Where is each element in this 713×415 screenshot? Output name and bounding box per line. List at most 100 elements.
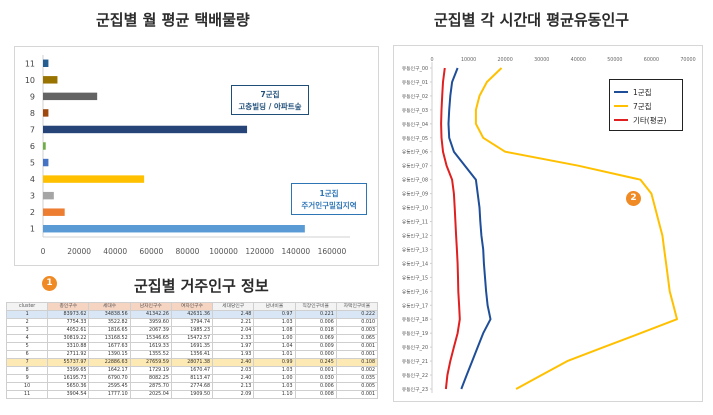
bar-x-tick-label: 120000: [245, 247, 274, 256]
table-row: 6 2711.92 1390.15 1355.52 1356.41 1.93 1.01 0.0…: [5, 350, 379, 359]
line-category-label: 유동인구_15: [402, 274, 428, 281]
line-value-tick-label: 10000: [461, 57, 476, 63]
table-cell: 1816.65: [88, 326, 131, 335]
bar-x-tick-label: 20000: [67, 247, 91, 256]
table-header-cell: 남녀비율: [253, 302, 296, 311]
table-cell: 1729.19: [129, 366, 172, 375]
bar-3: [43, 191, 54, 200]
line-category-label: 유동인구_23: [402, 386, 428, 393]
series-line-c1: [447, 67, 492, 390]
table-cell: 0.035: [335, 374, 379, 383]
callout-cluster-1: 1군집 주거인구밀집지역: [291, 183, 367, 215]
line-category-label: 유동인구_19: [402, 330, 428, 337]
table-cell: 0.005: [335, 382, 379, 391]
table-cell: 0.030: [294, 374, 337, 383]
table-cell: 1.04: [253, 342, 296, 351]
line-chart-panel: 0 10000 20000 30000 40000 50000 60000 70000 유동인구…: [393, 45, 703, 402]
callout-cluster-1-desc: 주거인구밀집지역: [301, 201, 357, 210]
table-cell: 3794.74: [170, 318, 214, 327]
bar-category-label: 8: [30, 109, 35, 118]
table-cell: 8: [5, 366, 49, 375]
table-header-cell: 직장인구비율: [294, 302, 337, 311]
table-cell: 2.21: [212, 318, 255, 327]
table-cell: 0.009: [294, 342, 337, 351]
table-cell: 0.99: [253, 358, 296, 367]
callout-cluster-7-title: 7군집: [260, 90, 280, 99]
series-line-c7: [474, 67, 678, 390]
table-cell: 0.001: [335, 342, 379, 351]
table-cell: 0.97: [253, 310, 296, 319]
line-category-label: 유동인구_07: [402, 163, 428, 170]
table-cell: 13168.52: [88, 334, 131, 343]
table-cell: 0.010: [335, 318, 379, 327]
table-cell: 3310.88: [47, 342, 90, 351]
table-cell: 1.03: [253, 366, 296, 375]
table-cell: 2595.45: [88, 382, 131, 391]
table-header-cell: 자택인구비율: [335, 302, 379, 311]
table-header-cell: cluster: [5, 302, 49, 311]
table-row: 3 4052.61 1816.65 2067.39 1985.23 2.04 1.08 0.0…: [5, 326, 379, 335]
table-cell: 0.006: [294, 382, 337, 391]
line-value-tick-label: 70000: [680, 57, 695, 63]
bar-category-label: 10: [25, 76, 35, 85]
line-category-label: 유동인구_18: [402, 316, 428, 323]
table-cell: 0.065: [335, 334, 379, 343]
table-cell: 2: [5, 318, 49, 327]
bar-category-label: 1: [30, 225, 35, 234]
bar-chart-panel: 1 2 3 4 5 6 7 8 9 10 11 0 20000 40000 60000 80000 100000…: [14, 46, 379, 266]
bar-category-label: 11: [25, 59, 35, 68]
table-header-row: cluster 총인구수 세대수 남자인구수 여자인구수 세대당인구 남녀비율 직장인구비율 자…: [5, 302, 379, 311]
table-cell: 2067.39: [129, 326, 172, 335]
line-category-label: 유동인구_14: [402, 260, 428, 267]
table-cell: 1670.47: [170, 366, 214, 375]
table-cell: 1.01: [253, 350, 296, 359]
table-cell: 0.221: [294, 310, 337, 319]
table-cell: 34838.56: [88, 310, 131, 319]
population-table: cluster 총인구수 세대수 남자인구수 여자인구수 세대당인구 남녀비율 직장인구비율 자…: [5, 302, 379, 399]
table-cell: 0.108: [335, 358, 379, 367]
line-value-tick-label: 40000: [571, 57, 586, 63]
line-category-label: 유동인구_10: [402, 205, 428, 212]
table-cell: 0.018: [294, 326, 337, 335]
line-category-label: 유동인구_13: [402, 246, 428, 253]
table-row: 4 30819.22 13168.52 15346.65 15472.57 2.33 1.0…: [5, 334, 379, 343]
bar-category-label: 2: [30, 208, 35, 217]
table-cell: 2.09: [212, 390, 255, 399]
bar-9: [43, 92, 98, 101]
line-category-label: 유동인구_16: [402, 288, 428, 295]
legend-item-c7: 7군집: [614, 99, 678, 113]
table-cell: 0.222: [335, 310, 379, 319]
table-cell: 27659.59: [129, 358, 172, 367]
table-cell: 2711.92: [47, 350, 90, 359]
table-cell: 4052.61: [47, 326, 90, 335]
table-cell: 0.001: [294, 366, 337, 375]
table-cell: 1356.41: [170, 350, 214, 359]
table-cell: 8082.25: [129, 374, 172, 383]
table-cell: 1: [5, 310, 49, 319]
legend-swatch-c1: [614, 91, 628, 93]
line-category-label: 유동인구_09: [402, 191, 428, 198]
bar-11: [43, 59, 49, 67]
table-cell: 2.40: [212, 374, 255, 383]
table-row: 2 7754.33 3522.82 3959.60 3794.74 2.21 1.03 0.0…: [5, 318, 379, 327]
table-cell: 0.006: [294, 318, 337, 327]
table-cell: 0.008: [294, 390, 337, 399]
bar-5: [43, 158, 49, 167]
bar-10: [43, 76, 58, 84]
badge-line: 2: [626, 191, 641, 206]
legend: 1군집 7군집 기타(평균): [609, 79, 683, 131]
legend-label-c1: 1군집: [633, 87, 652, 97]
bar-x-tick-label: 40000: [103, 247, 127, 256]
bar-7: [43, 125, 248, 134]
table-cell: 3522.82: [88, 318, 131, 327]
series-line-other: [440, 67, 461, 390]
table-cell: 6: [5, 350, 49, 359]
bar-x-tick-label: 60000: [139, 247, 163, 256]
table-cell: 4: [5, 334, 49, 343]
line-category-label: 유동인구_17: [402, 302, 428, 309]
table-cell: 6790.70: [88, 374, 131, 383]
table-cell: 0.001: [335, 390, 379, 399]
line-category-label: 유동인구_04: [402, 121, 428, 128]
table-row: 8 3399.65 1642.17 1729.19 1670.47 2.03 1.03 0.0…: [5, 366, 379, 375]
table-cell: 3959.60: [129, 318, 172, 327]
